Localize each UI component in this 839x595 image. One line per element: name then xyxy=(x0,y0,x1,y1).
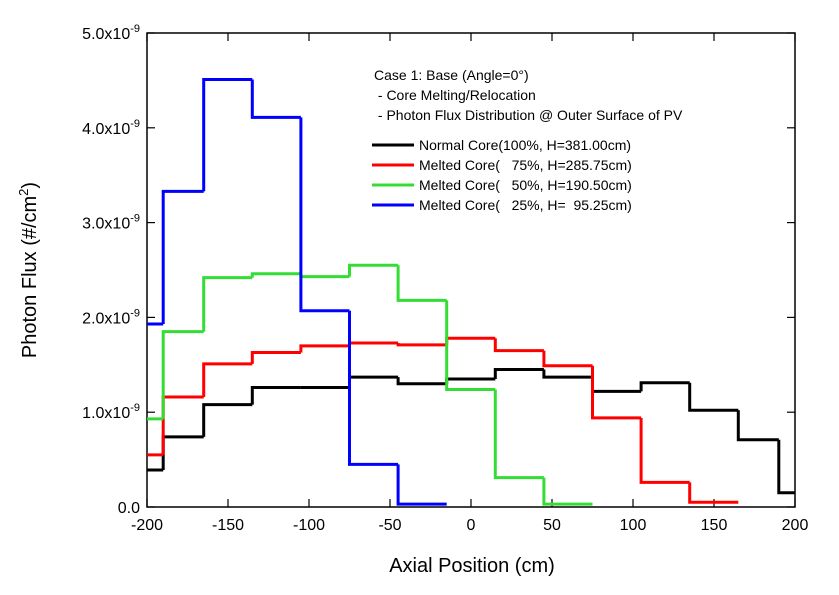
step-segment xyxy=(202,403,253,437)
step-segment xyxy=(348,263,399,277)
y-tick-label-base: 0.0 xyxy=(118,500,140,517)
x-tick-label: -50 xyxy=(378,517,401,534)
step-segment xyxy=(348,310,399,466)
step-segment xyxy=(202,77,253,192)
step-segment xyxy=(445,300,496,391)
step-segment xyxy=(445,336,496,345)
step-segment xyxy=(396,464,447,506)
step-segment xyxy=(736,410,779,442)
annotation: Case 1: Base (Angle=0°) xyxy=(374,67,529,83)
step-segment xyxy=(250,386,301,405)
step-segment xyxy=(591,377,642,393)
y-tick-label: 3.0x10-9 xyxy=(82,213,140,233)
annotation: - Photon Flux Distribution @ Outer Surfa… xyxy=(374,107,683,123)
step-segment xyxy=(202,362,253,398)
x-tick-label: -150 xyxy=(212,517,244,534)
x-tick-label: 50 xyxy=(543,517,561,534)
step-segment xyxy=(250,350,301,364)
step-segment xyxy=(161,189,204,325)
step-segment xyxy=(348,375,399,388)
legend-label: Normal Core(100%, H=381.00cm) xyxy=(419,137,631,153)
step-segment xyxy=(445,377,496,384)
step-segment xyxy=(161,395,204,455)
step-segment xyxy=(396,342,447,347)
y-tick-label-base: 2.0x10 xyxy=(82,310,130,327)
step-segment xyxy=(639,417,690,484)
y-tick-label-exp: -9 xyxy=(130,213,140,225)
step-segment xyxy=(493,368,544,380)
y-axis-title: Photon Flux (#/cm2) xyxy=(16,182,41,358)
step-segment xyxy=(396,377,447,386)
y-tick-label: 0.0 xyxy=(118,500,140,517)
step-segment xyxy=(250,272,301,278)
x-tick-label: -100 xyxy=(293,517,325,534)
y-tick-label: 2.0x10-9 xyxy=(82,307,140,327)
y-tick-label: 4.0x10-9 xyxy=(82,118,140,138)
y-axis-title-sup: 2 xyxy=(16,189,31,196)
step-segment xyxy=(542,477,593,506)
step-segment xyxy=(396,265,447,302)
x-tick-label: 0 xyxy=(467,517,476,534)
x-tick-label: 150 xyxy=(701,517,728,534)
legend-label: Melted Core( 25%, H= 95.25cm) xyxy=(419,197,632,213)
step-segment xyxy=(777,439,795,495)
step-segment xyxy=(348,341,399,346)
step-segment xyxy=(542,350,593,368)
x-tick-label: -200 xyxy=(131,517,163,534)
step-segment xyxy=(299,117,350,313)
y-tick-label-exp: -9 xyxy=(130,307,140,319)
annotation: - Core Melting/Relocation xyxy=(374,87,536,103)
step-segment xyxy=(688,382,739,412)
step-segment xyxy=(299,344,350,353)
step-segment xyxy=(299,273,350,279)
step-segment xyxy=(202,276,253,332)
step-segment xyxy=(591,365,642,420)
legend-label: Melted Core( 75%, H=285.75cm) xyxy=(419,157,632,173)
step-segment xyxy=(493,338,544,353)
step-segment xyxy=(493,389,544,480)
x-axis-title: Axial Position (cm) xyxy=(389,555,555,577)
step-segment xyxy=(161,435,204,471)
y-tick-label-base: 3.0x10 xyxy=(82,216,130,233)
legend-label: Melted Core( 50%, H=190.50cm) xyxy=(419,177,632,193)
step-segment xyxy=(250,79,301,119)
y-tick-label: 1.0x10-9 xyxy=(82,402,140,422)
y-tick-label-exp: -9 xyxy=(130,23,140,35)
step-segment xyxy=(161,330,204,419)
y-tick-label-base: 5.0x10 xyxy=(82,26,130,43)
y-tick-label-exp: -9 xyxy=(130,402,140,414)
plot-frame xyxy=(146,32,796,508)
step-segment xyxy=(542,369,593,379)
step-segment xyxy=(639,381,690,392)
step-segment xyxy=(688,482,739,504)
y-axis-title-part: ) xyxy=(19,182,41,189)
y-tick-label: 5.0x10-9 xyxy=(82,23,140,43)
x-tick-label: 100 xyxy=(620,517,647,534)
y-tick-label-base: 4.0x10 xyxy=(82,121,130,138)
x-tick-label: 200 xyxy=(782,517,809,534)
y-tick-label-exp: -9 xyxy=(130,118,140,130)
y-axis-title-part: Photon Flux (#/cm xyxy=(19,196,41,358)
y-tick-label-base: 1.0x10 xyxy=(82,405,130,422)
